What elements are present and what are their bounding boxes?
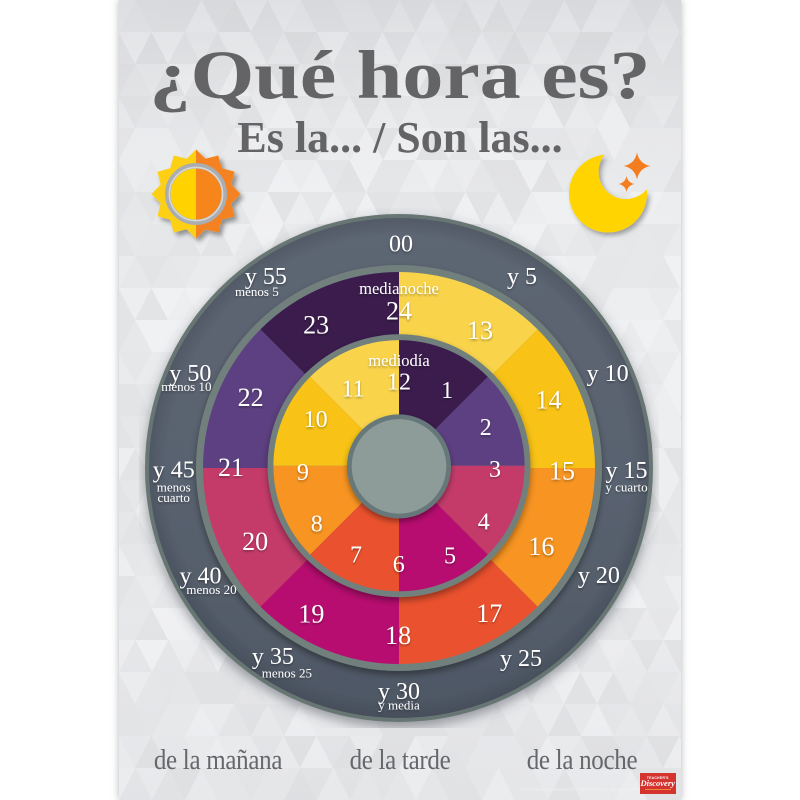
svg-text:3: 3 — [489, 457, 501, 483]
svg-text:18: 18 — [385, 621, 411, 650]
svg-text:10: 10 — [304, 407, 328, 433]
svg-text:2: 2 — [480, 415, 492, 441]
svg-text:menos: menos — [157, 480, 191, 495]
svg-text:y 10: y 10 — [587, 361, 629, 387]
svg-text:24: 24 — [386, 297, 412, 326]
svg-text:menos 20: menos 20 — [186, 582, 236, 597]
svg-text:y 35: y 35 — [252, 644, 294, 670]
svg-text:4: 4 — [478, 510, 490, 536]
svg-text:19: 19 — [298, 600, 324, 629]
svg-text:00: 00 — [389, 232, 413, 258]
svg-text:y 55: y 55 — [245, 264, 287, 290]
svg-text:11: 11 — [342, 377, 365, 403]
svg-text:22: 22 — [238, 383, 264, 412]
svg-text:y 15: y 15 — [606, 458, 648, 484]
svg-text:y 50: y 50 — [169, 361, 211, 387]
svg-text:14: 14 — [536, 386, 562, 415]
svg-text:12: 12 — [387, 370, 411, 396]
svg-text:y 25: y 25 — [500, 646, 542, 672]
svg-text:medianoche: medianoche — [359, 279, 439, 298]
svg-text:15: 15 — [549, 456, 575, 485]
svg-text:1: 1 — [441, 378, 453, 404]
svg-text:cuarto: cuarto — [157, 490, 189, 505]
svg-text:16: 16 — [528, 532, 554, 561]
svg-text:8: 8 — [311, 512, 323, 538]
svg-text:13: 13 — [467, 316, 493, 345]
svg-text:y 40: y 40 — [180, 563, 222, 589]
svg-text:y 20: y 20 — [578, 563, 620, 589]
svg-text:6: 6 — [393, 552, 405, 578]
svg-text:23: 23 — [303, 311, 329, 340]
svg-text:menos 10: menos 10 — [161, 379, 211, 394]
svg-text:y 30: y 30 — [378, 679, 420, 705]
svg-text:y cuarto: y cuarto — [605, 480, 647, 495]
svg-text:menos 25: menos 25 — [262, 666, 312, 681]
svg-text:21: 21 — [218, 453, 244, 482]
svg-text:y 45: y 45 — [153, 458, 195, 484]
svg-text:20: 20 — [242, 527, 268, 556]
svg-text:17: 17 — [476, 599, 502, 628]
svg-text:y media: y media — [378, 698, 420, 713]
svg-text:mediodía: mediodía — [368, 351, 430, 370]
svg-text:7: 7 — [350, 542, 362, 568]
svg-text:5: 5 — [444, 544, 456, 570]
svg-text:y 5: y 5 — [507, 264, 537, 290]
svg-text:menos 5: menos 5 — [235, 284, 279, 299]
svg-text:9: 9 — [297, 460, 309, 486]
